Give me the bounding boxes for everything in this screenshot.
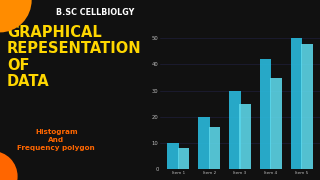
Text: Histogram
And
Frequency polygon: Histogram And Frequency polygon: [18, 129, 95, 151]
Bar: [260, 59, 271, 169]
Bar: [239, 104, 251, 169]
Text: GRAPHICAL
REPESENTATION
OF
DATA: GRAPHICAL REPESENTATION OF DATA: [7, 25, 142, 89]
Bar: [229, 91, 241, 169]
Bar: [301, 44, 313, 169]
Bar: [291, 38, 302, 169]
Bar: [167, 143, 179, 169]
Bar: [198, 117, 210, 169]
Bar: [178, 148, 189, 169]
Wedge shape: [0, 0, 32, 32]
Text: B.SC CELLBIOLGY: B.SC CELLBIOLGY: [56, 8, 134, 17]
Bar: [270, 78, 282, 169]
Circle shape: [0, 151, 18, 180]
Bar: [209, 127, 220, 169]
